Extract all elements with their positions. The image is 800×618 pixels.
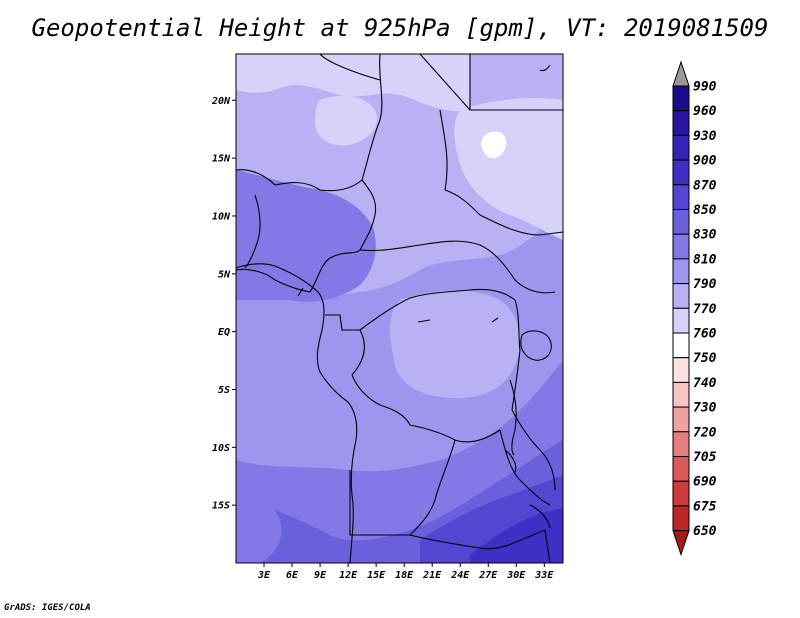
colorbar-label: 705 — [693, 450, 717, 465]
colorbar-label: 690 — [693, 475, 717, 490]
x-tick-label: 30E — [506, 570, 526, 581]
colorbar-swatch — [672, 431, 690, 457]
colorbar-swatch — [672, 134, 690, 161]
colorbar-label: 850 — [693, 203, 717, 218]
country-borders — [236, 54, 563, 563]
colorbar-swatch — [672, 307, 690, 334]
y-tick-label: 5S — [218, 385, 230, 396]
colorbar-swatch — [672, 381, 690, 408]
colorbar-swatch — [672, 456, 690, 482]
colorbar-swatch — [672, 283, 690, 309]
height-contour-770 — [236, 54, 470, 112]
height-contour-770-east — [454, 98, 563, 240]
y-tick-label: EQ — [218, 327, 230, 338]
height-contour-900 — [470, 508, 563, 563]
colorbar-swatch — [672, 209, 690, 235]
x-tick-label: 6E — [286, 570, 299, 581]
x-tick-label: 21E — [422, 570, 442, 581]
colorbar-swatch — [672, 233, 690, 260]
colorbar-swatch — [672, 85, 690, 112]
colorbar: 990 960 930 900 870 850 830 810 790 770 760 750 740 7… — [672, 60, 717, 557]
coastlines-lakes — [236, 64, 552, 563]
map-title: Geopotential Height at 925hPa [gpm], VT:… — [31, 14, 769, 42]
x-tick-label: 24E — [450, 570, 470, 581]
colorbar-swatch — [672, 184, 690, 211]
colorbar-swatch — [672, 332, 690, 359]
map-frame — [235, 53, 564, 564]
colorbar-label: 790 — [693, 277, 717, 292]
colorbar-label: 870 — [693, 178, 717, 193]
colorbar-label: 720 — [693, 425, 717, 440]
colorbar-swatch — [672, 505, 690, 532]
colorbar-swatch — [672, 258, 690, 285]
x-tick-label: 15E — [367, 570, 386, 581]
x-tick-label: 33E — [534, 570, 554, 581]
colorbar-swatch — [672, 357, 690, 383]
map-plot-area — [236, 54, 563, 563]
x-tick-label: 18E — [395, 570, 414, 581]
colorbar-label: 740 — [693, 376, 717, 391]
colorbar-swatch — [672, 159, 690, 186]
colorbar-label: 810 — [693, 252, 717, 267]
colorbar-top-arrow — [672, 60, 690, 87]
y-tick-label: 5N — [218, 269, 231, 280]
colorbar-label: 930 — [693, 129, 717, 144]
latitude-axis: 20N 15N 10N 5N EQ 5S 10S 15S — [211, 96, 236, 512]
colorbar-swatch — [672, 110, 690, 136]
x-tick-label: 12E — [339, 570, 358, 581]
colorbar-label: 770 — [693, 302, 717, 317]
colorbar-label: 960 — [693, 104, 717, 119]
y-tick-label: 15N — [212, 154, 231, 165]
colorbar-swatch — [672, 406, 690, 433]
height-contour-830-west — [236, 170, 376, 302]
y-tick-label: 15S — [212, 501, 230, 512]
colorbar-label: 990 — [693, 80, 717, 95]
longitude-axis: 3E 6E 9E 12E 15E 18E 21E 24E 27E 30E 33E — [257, 563, 554, 581]
y-tick-label: 10S — [212, 443, 230, 454]
height-contour-830-coast — [236, 480, 282, 563]
colorbar-label: 760 — [693, 327, 717, 342]
colorbar-label: 900 — [693, 154, 717, 169]
colorbar-label: 830 — [693, 228, 717, 243]
colorbar-label: 650 — [693, 524, 717, 539]
colorbar-label: 730 — [693, 401, 717, 416]
y-tick-label: 20N — [211, 96, 231, 107]
colorbar-label: 750 — [693, 351, 717, 366]
height-contour-790-basin — [390, 290, 520, 399]
colorbar-swatch — [672, 480, 690, 507]
colorbar-bottom-arrow — [672, 530, 690, 557]
x-tick-label: 3E — [257, 570, 271, 581]
height-contour-760 — [481, 131, 507, 159]
x-tick-label: 27E — [478, 570, 498, 581]
height-contour-770-sahara — [315, 95, 378, 146]
credit-text: GrADS: IGES/COLA — [4, 603, 91, 613]
colorbar-label: 675 — [693, 499, 717, 514]
y-tick-label: 10N — [212, 211, 231, 222]
x-tick-label: 9E — [314, 570, 327, 581]
